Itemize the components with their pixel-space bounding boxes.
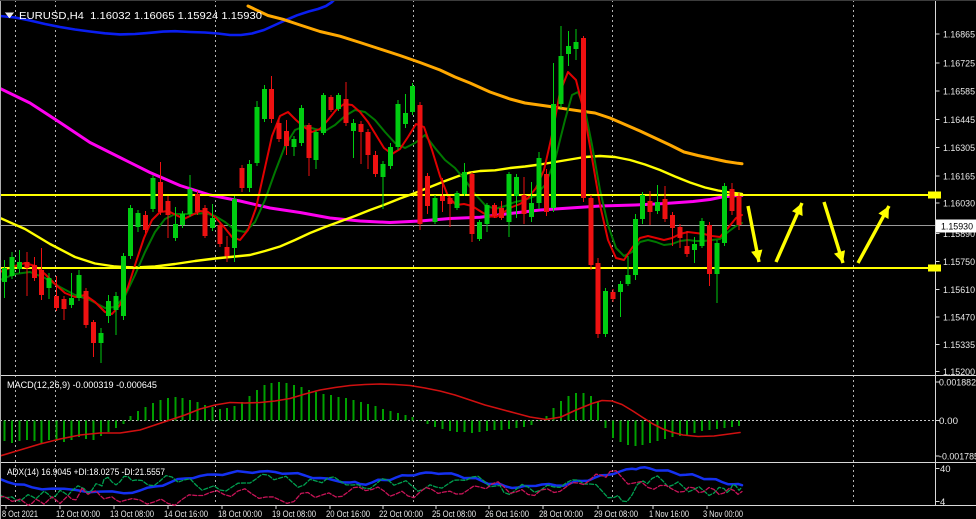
svg-text:1.15335: 1.15335 — [943, 340, 975, 351]
svg-text:29 Oct 08:00: 29 Oct 08:00 — [594, 509, 638, 519]
svg-text:14 Oct 16:00: 14 Oct 16:00 — [164, 509, 208, 519]
svg-text:-0.001785: -0.001785 — [939, 452, 976, 463]
svg-text:1.16165: 1.16165 — [943, 172, 975, 183]
svg-text:26 Oct 16:00: 26 Oct 16:00 — [485, 509, 529, 519]
svg-text:1.16030: 1.16030 — [943, 199, 975, 210]
svg-text:1.15470: 1.15470 — [943, 313, 975, 324]
svg-text:1.15750: 1.15750 — [943, 257, 975, 268]
svg-text:ADX(14) 16.9045 +DI:18.0275 -D: ADX(14) 16.9045 +DI:18.0275 -DI:21.5557 — [7, 467, 165, 478]
svg-text:22 Oct 00:00: 22 Oct 00:00 — [379, 509, 423, 519]
svg-text:0.001882: 0.001882 — [939, 378, 976, 389]
svg-text:13 Oct 08:00: 13 Oct 08:00 — [110, 509, 154, 519]
svg-text:20 Oct 16:00: 20 Oct 16:00 — [326, 509, 370, 519]
svg-text:1 Nov 16:00: 1 Nov 16:00 — [649, 509, 689, 519]
svg-text:EURUSD,H4 1.16032 1.16065 1.1: EURUSD,H4 1.16032 1.16065 1.15924 1.1593… — [19, 10, 262, 22]
svg-text:1.16445: 1.16445 — [943, 115, 975, 126]
svg-text:19 Oct 08:00: 19 Oct 08:00 — [272, 509, 316, 519]
svg-text:12 Oct 00:00: 12 Oct 00:00 — [56, 509, 100, 519]
svg-text:0.00: 0.00 — [939, 416, 958, 427]
svg-text:1.16305: 1.16305 — [943, 143, 975, 154]
svg-text:4: 4 — [940, 497, 945, 508]
svg-text:18 Oct 00:00: 18 Oct 00:00 — [218, 509, 262, 519]
svg-text:1.15200: 1.15200 — [943, 367, 975, 378]
svg-text:3 Nov 00:00: 3 Nov 00:00 — [703, 509, 743, 519]
svg-text:25 Oct 08:00: 25 Oct 08:00 — [432, 509, 476, 519]
svg-text:28 Oct 00:00: 28 Oct 00:00 — [539, 509, 583, 519]
svg-text:8 Oct 2021: 8 Oct 2021 — [2, 509, 38, 519]
svg-text:1.15890: 1.15890 — [943, 229, 975, 240]
svg-text:1.16585: 1.16585 — [943, 87, 975, 98]
svg-text:1.15610: 1.15610 — [943, 285, 975, 296]
svg-text:1.16865: 1.16865 — [943, 30, 975, 41]
svg-text:1.16725: 1.16725 — [943, 59, 975, 70]
svg-text:40: 40 — [940, 464, 951, 475]
svg-text:MACD(12,26,9) -0.000319 -0.000: MACD(12,26,9) -0.000319 -0.000645 — [7, 380, 157, 391]
svg-text:1.15930: 1.15930 — [941, 222, 973, 233]
